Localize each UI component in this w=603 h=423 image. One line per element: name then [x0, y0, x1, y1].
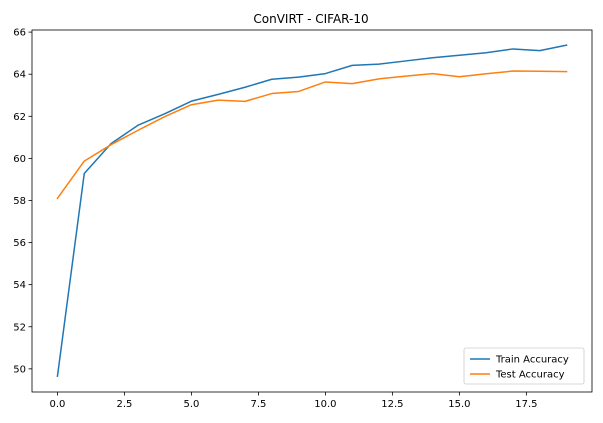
y-tick-label: 62: [13, 112, 26, 123]
legend-label: Test Accuracy: [495, 370, 565, 381]
legend-label: Train Accuracy: [495, 355, 569, 366]
y-tick-label: 56: [13, 238, 26, 249]
x-tick-label: 2.5: [116, 399, 132, 410]
series-line-test-accuracy: [56, 70, 568, 200]
y-tick-label: 54: [13, 280, 26, 291]
y-tick-label: 64: [13, 70, 26, 81]
x-tick-label: 5.0: [183, 399, 199, 410]
y-tick-label: 52: [13, 322, 26, 333]
x-tick-label: 15.0: [448, 399, 470, 410]
x-tick-label: 12.5: [381, 399, 403, 410]
chart-title: ConVIRT - CIFAR-10: [253, 12, 368, 26]
x-tick-label: 7.5: [250, 399, 266, 410]
y-tick-label: 66: [13, 28, 26, 39]
x-tick-label: 10.0: [314, 399, 336, 410]
y-tick-label: 58: [13, 196, 26, 207]
legend-box: [463, 347, 585, 385]
x-tick-label: 0.0: [50, 399, 66, 410]
y-tick-label: 60: [13, 154, 26, 165]
series-layer: [56, 44, 568, 378]
x-tick-label: 17.5: [515, 399, 537, 410]
axes-layer: 0.0 2.5 5.0 7.5 10.0 12.5 15.0 17.5 50 52 54 56 58 60…: [13, 28, 593, 410]
plot-frame: [31, 29, 593, 393]
legend: Train Accuracy Test Accuracy: [463, 347, 585, 385]
y-tick-label: 50: [13, 364, 26, 375]
series-line-train-accuracy: [56, 44, 568, 378]
